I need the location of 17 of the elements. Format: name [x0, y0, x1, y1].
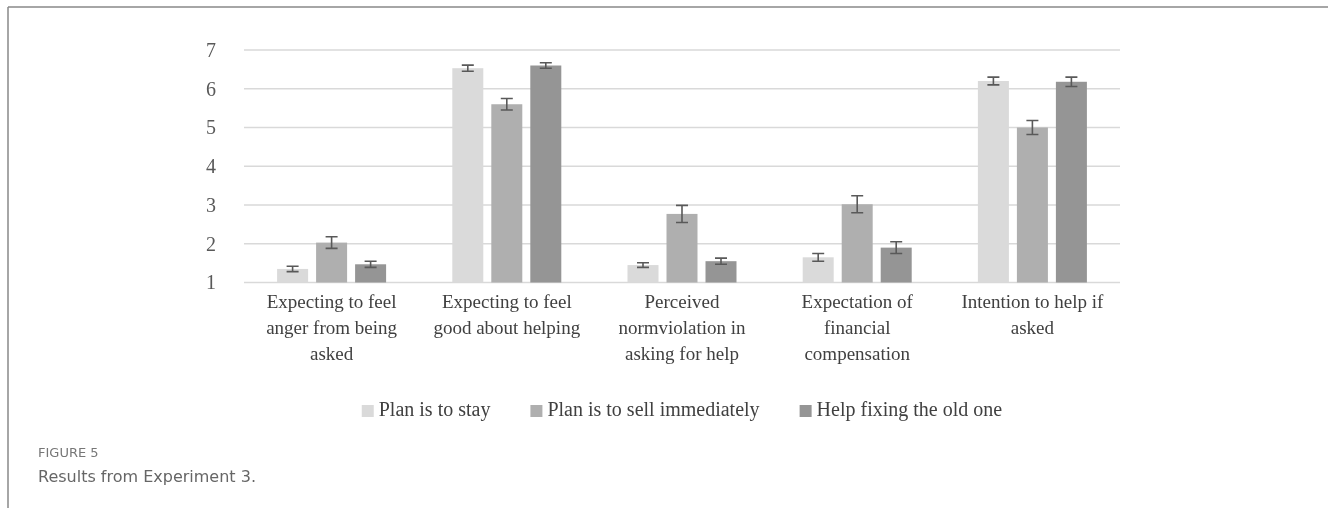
x-tick-label: Expecting to feel anger from being asked: [266, 290, 398, 364]
y-tick-label: 7: [206, 38, 216, 61]
x-tick-label: Perceived normviolation in asking for help: [618, 290, 747, 364]
y-tick-label: 6: [206, 77, 216, 100]
x-tick-label: Intention to help if asked: [961, 290, 1105, 338]
legend-label: Plan is to stay: [378, 398, 491, 421]
y-tick-label: 1: [206, 271, 216, 294]
text: Results from Experiment 3.: [38, 467, 256, 486]
y-tick-label: 3: [206, 193, 216, 216]
legend-label: Plan is to sell immediately: [547, 398, 760, 421]
y-tick-label: 4: [206, 155, 216, 178]
legend-label: Help fixing the old one: [816, 398, 1003, 421]
x-tick-label: Expecting to feel good about helping: [433, 290, 581, 338]
caption: FIGURE 5: [38, 445, 99, 460]
y-tick-label: 5: [206, 116, 216, 139]
x-tick-label: Expectation of financial compensation: [801, 290, 914, 364]
y-tick-label: 2: [206, 232, 216, 255]
